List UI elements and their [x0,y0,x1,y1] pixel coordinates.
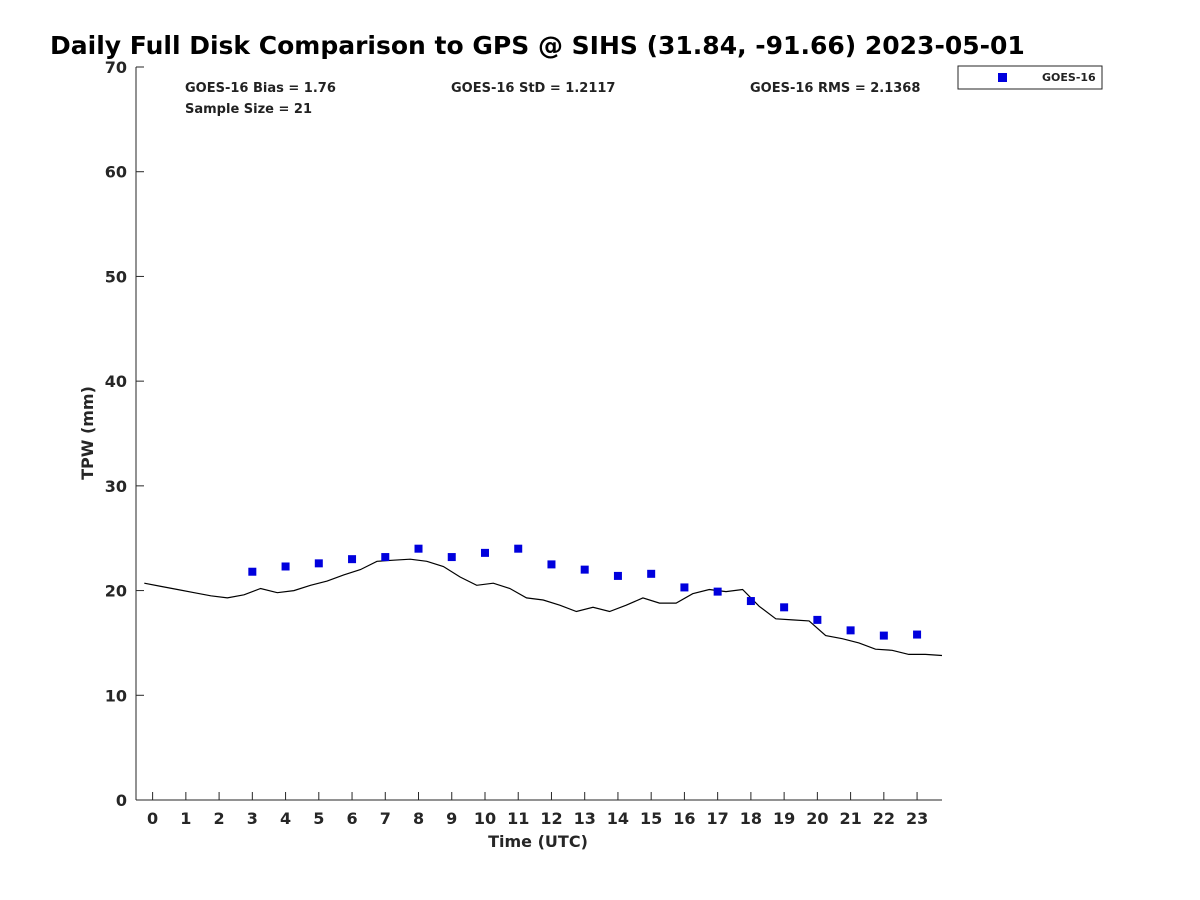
x-tick-label: 8 [413,809,424,828]
stat-rms: GOES-16 RMS = 2.1368 [750,81,920,96]
y-tick-label: 10 [105,686,127,705]
goes16-point [613,571,622,580]
y-tick-label: 50 [105,267,127,286]
x-tick-label: 10 [474,809,496,828]
x-tick-label: 11 [507,809,529,828]
x-tick-label: 2 [214,809,225,828]
goes16-point [746,597,755,606]
x-tick-label: 13 [574,809,596,828]
stat-sample-size: Sample Size = 21 [185,102,312,117]
legend-label: GOES-16 [1042,71,1096,84]
gps-line [144,558,943,657]
goes16-point [447,553,456,562]
x-tick-label: 20 [806,809,828,828]
x-tick-label: 15 [640,809,662,828]
legend: GOES-16 [957,65,1103,90]
goes16-point [713,587,722,596]
goes16-point [248,567,257,576]
x-tick-label: 3 [247,809,258,828]
x-axis-label: Time (UTC) [488,832,588,851]
goes16-point [647,569,656,578]
goes16-point [414,544,423,553]
x-tick-label: 22 [873,809,895,828]
y-axis-ticks: 0 10 20 30 40 50 60 70 [105,58,144,810]
y-tick-label: 40 [105,372,127,391]
goes16-point [680,583,689,592]
goes16-point [314,559,323,568]
x-tick-label: 14 [607,809,629,828]
plot-area [135,67,942,801]
x-tick-label: 7 [380,809,391,828]
x-tick-label: 1 [180,809,191,828]
x-tick-label: 21 [839,809,861,828]
x-tick-label: 4 [280,809,291,828]
legend-marker [998,73,1007,82]
chart-title: Daily Full Disk Comparison to GPS @ SIHS… [50,31,1025,60]
goes16-point [879,631,888,640]
goes16-point [381,553,390,562]
x-tick-label: 17 [707,809,729,828]
y-tick-label: 30 [105,477,127,496]
x-tick-label: 23 [906,809,928,828]
y-axis-label: TPW (mm) [78,386,97,480]
goes16-point [813,615,822,624]
x-tick-label: 18 [740,809,762,828]
goes16-point [480,548,489,557]
goes16-point [913,630,922,639]
stat-bias: GOES-16 Bias = 1.76 [185,81,336,96]
y-tick-label: 0 [116,791,127,810]
x-tick-label: 16 [673,809,695,828]
x-tick-label: 5 [313,809,324,828]
x-tick-label: 0 [147,809,158,828]
x-tick-label: 9 [446,809,457,828]
goes16-point [348,555,357,564]
series-goes16-points [248,544,922,640]
series-gps-line [144,558,943,657]
goes16-point [514,544,523,553]
stat-std: GOES-16 StD = 1.2117 [451,81,615,96]
y-tick-label: 20 [105,582,127,601]
goes16-point [547,560,556,569]
x-tick-label: 12 [540,809,562,828]
goes16-point [846,626,855,635]
x-tick-label: 19 [773,809,795,828]
x-axis-ticks: 0 1 2 3 4 5 6 7 8 9 10 11 12 13 14 15 16 17 18 19 20 21 22 23 [147,792,928,828]
goes16-point [580,565,589,574]
x-tick-label: 6 [346,809,357,828]
legend-box [957,65,1103,90]
goes16-point [281,562,290,571]
goes16-point [780,603,789,612]
y-tick-label: 60 [105,163,127,182]
y-tick-label: 70 [105,58,127,77]
